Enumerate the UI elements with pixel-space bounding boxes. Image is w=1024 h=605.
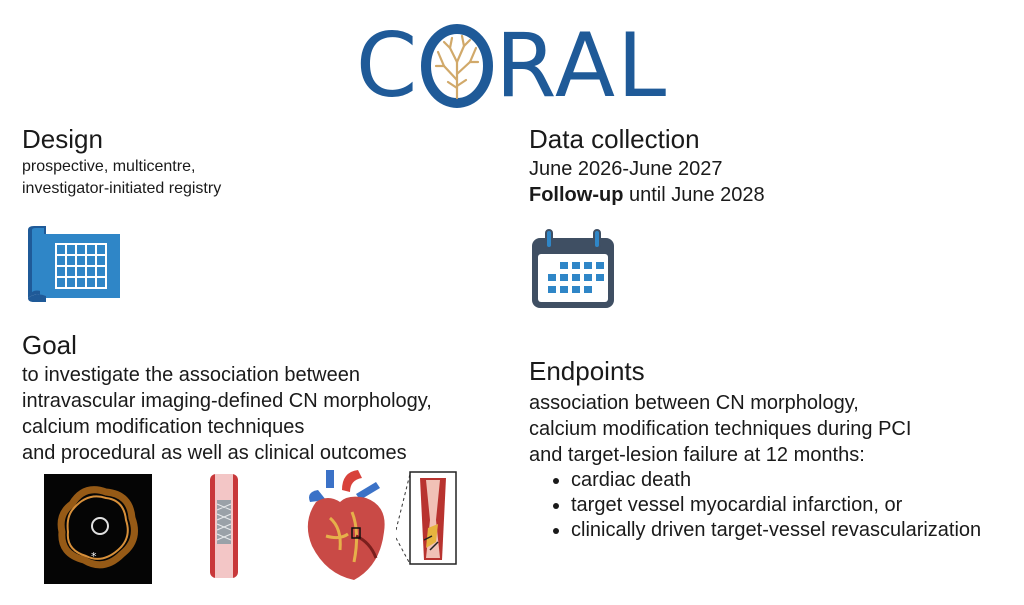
heart-icon: [307, 470, 385, 580]
lesion-zoom-icon: [396, 471, 457, 565]
design-section: Design prospective, multicentre, investi…: [22, 124, 462, 200]
data-collection-heading: Data collection: [529, 124, 700, 154]
endpoints-heading: Endpoints: [529, 356, 645, 386]
followup-text: until June 2028: [623, 184, 765, 206]
goal-line: calcium modification techniques: [22, 416, 305, 438]
design-heading: Design: [22, 124, 103, 154]
calendar-icon: [532, 229, 614, 308]
coral-o-icon: [421, 24, 494, 108]
data-collection-period: June 2026-June 2027: [529, 158, 723, 180]
followup-label: Follow-up: [529, 184, 624, 206]
spreadsheet-icon: [28, 226, 120, 302]
logo-letter-c: C: [355, 14, 420, 117]
endpoints-section: Endpoints association between CN morphol…: [529, 356, 1019, 543]
goal-section: Goal to investigate the association betw…: [22, 330, 492, 466]
stent-icon: [210, 474, 238, 578]
endpoint-item: cardiac death: [571, 468, 1019, 493]
endpoints-line: calcium modification techniques during P…: [529, 418, 912, 440]
goal-line: to investigate the association between: [22, 364, 360, 386]
svg-text:*: *: [91, 550, 97, 563]
goal-heading: Goal: [22, 330, 77, 360]
goal-line: and procedural as well as clinical outco…: [22, 442, 407, 464]
endpoints-line: association between CN morphology,: [529, 392, 859, 414]
logo-letters-ral: RAL: [495, 14, 669, 117]
intravascular-image-icon: *: [44, 474, 152, 584]
endpoints-line: and target-lesion failure at 12 months:: [529, 444, 865, 466]
logo-wordmark: C RAL: [356, 22, 668, 110]
design-text: prospective, multicentre, investigator-i…: [22, 158, 222, 197]
endpoint-item: target vessel myocardial infarction, or: [571, 493, 1019, 518]
endpoint-item: clinically driven target-vessel revascul…: [571, 518, 1019, 543]
data-collection-section: Data collection June 2026-June 2027 Foll…: [529, 124, 999, 208]
goal-line: intravascular imaging-defined CN morphol…: [22, 390, 432, 412]
coral-logo: C RAL: [0, 18, 1024, 114]
followup-line: Follow-up until June 2028: [529, 182, 999, 208]
endpoints-list: cardiac death target vessel myocardial i…: [529, 468, 1019, 543]
